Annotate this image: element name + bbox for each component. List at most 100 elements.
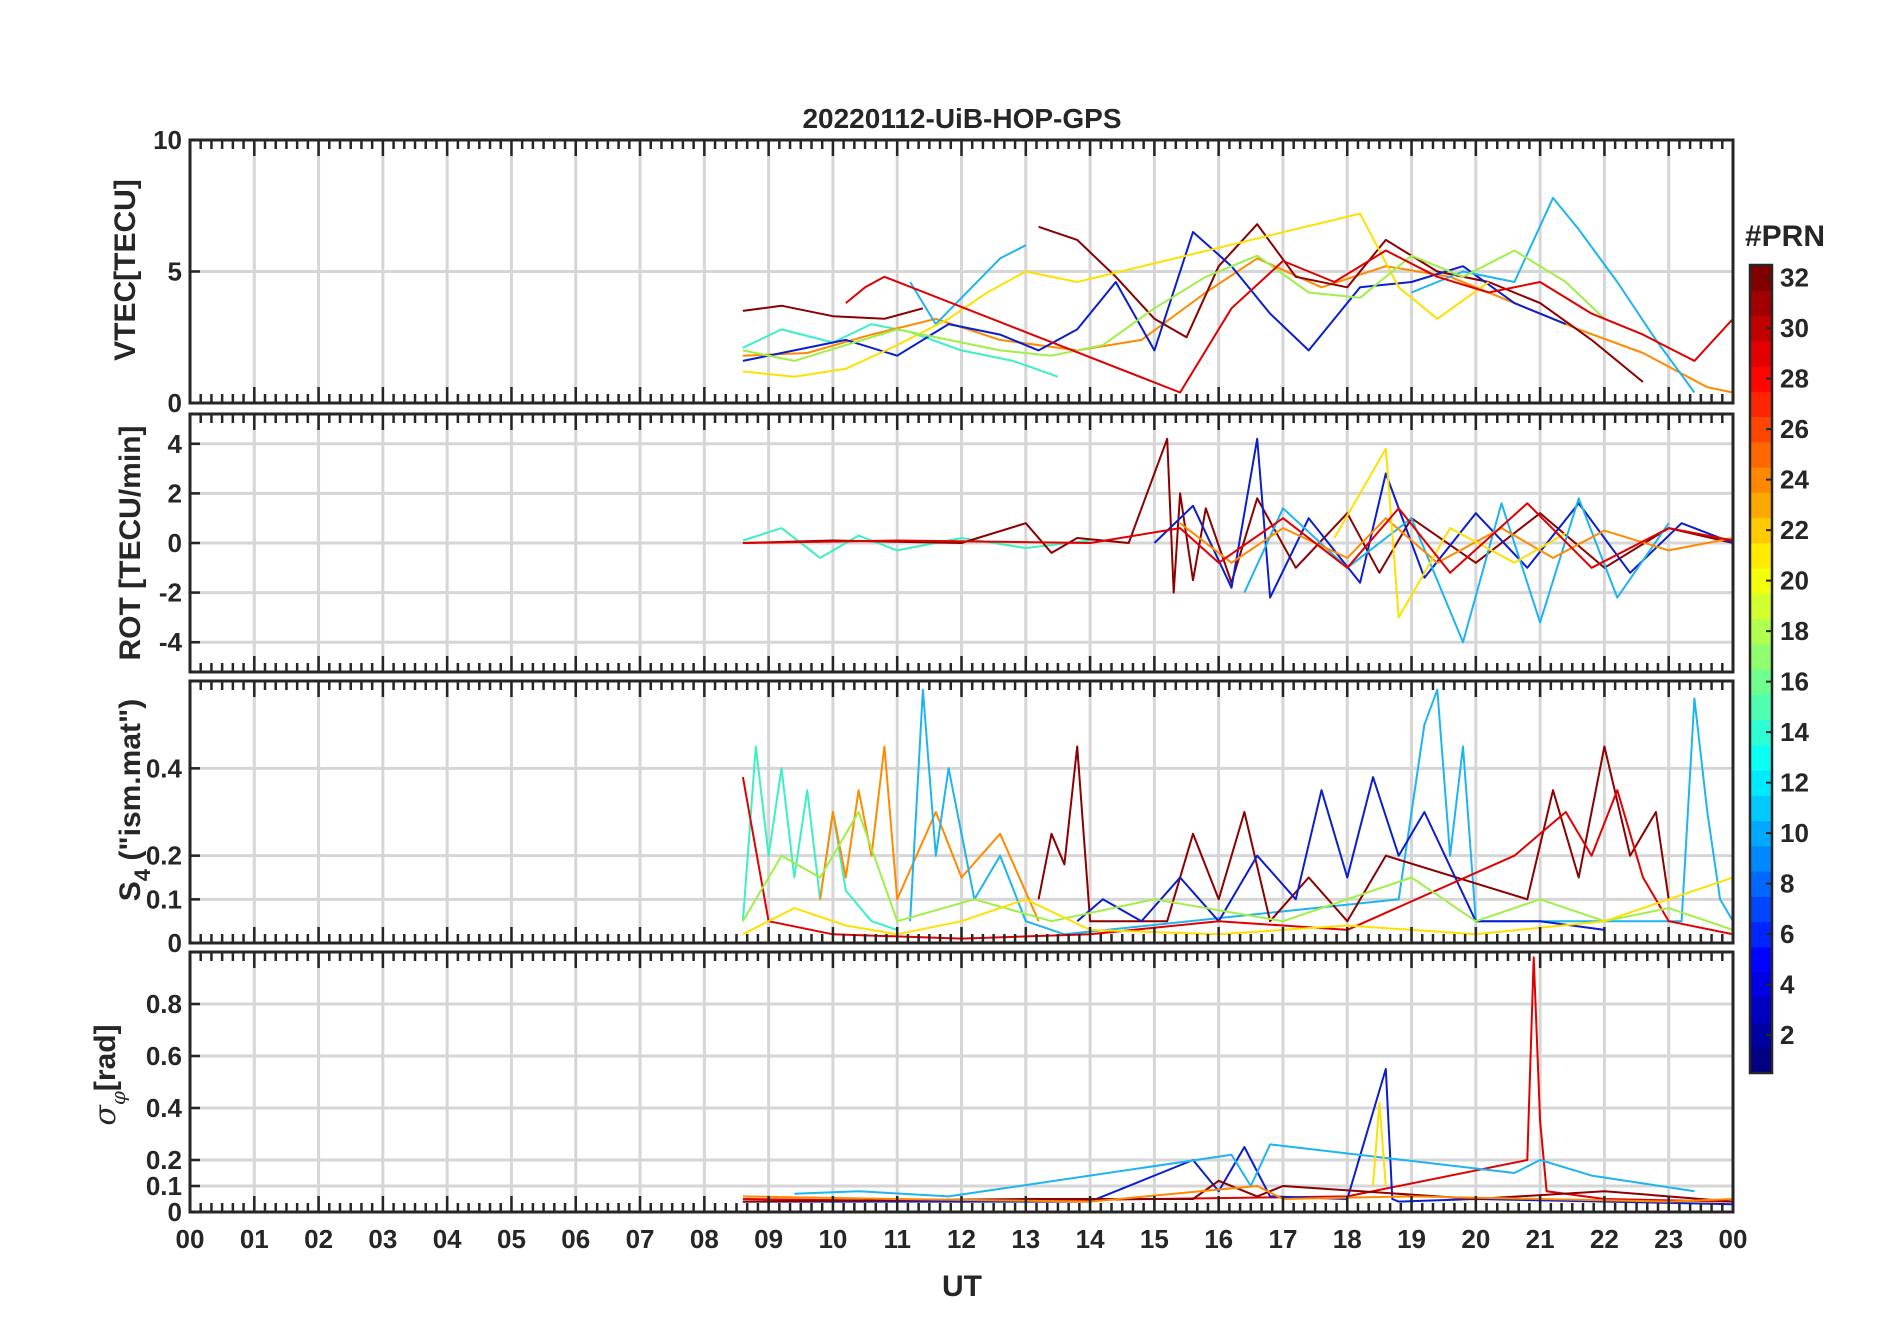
colorbar-segment (1750, 770, 1772, 796)
colorbar-segment (1750, 618, 1772, 645)
x-tick-label: 02 (304, 1224, 333, 1254)
colorbar-segment (1750, 467, 1772, 493)
sigma-phi-series (742, 956, 1733, 1206)
sigma-phi-axis-label: σφ[rad] (88, 1024, 130, 1125)
y-tick-label: 0 (168, 1197, 182, 1227)
y-tick-label: 5 (168, 257, 182, 287)
x-tick-label: 13 (1011, 1224, 1040, 1254)
colorbar-gradient (1748, 263, 1774, 1075)
series-line (794, 1143, 1695, 1198)
colorbar-tick-label: 18 (1780, 616, 1809, 646)
colorbar-segment (1750, 871, 1772, 897)
colorbar-segment (1750, 820, 1772, 847)
rot-axis-label: ROT [TECU/min] (114, 426, 147, 661)
colorbar-segment (1750, 669, 1772, 695)
colorbar-tick-label: 30 (1780, 313, 1809, 343)
series-line (909, 244, 1027, 326)
x-tick-label: 00 (176, 1224, 205, 1254)
colorbar-tick-label: 32 (1780, 263, 1809, 293)
x-tick-label: 06 (561, 1224, 590, 1254)
y-tick-label: 0.8 (146, 989, 182, 1019)
x-tick-label: 18 (1333, 1224, 1362, 1254)
s4-panel: 0 0.1 0.2 0.4 (146, 679, 1735, 958)
colorbar-segment (1750, 643, 1772, 670)
x-tick-label: 15 (1140, 1224, 1169, 1254)
y-tick-label: 0.1 (146, 884, 182, 914)
x-tick-label: 03 (368, 1224, 397, 1254)
y-tick-label: 0.2 (146, 1145, 182, 1175)
colorbar-segment (1750, 441, 1772, 468)
y-tick-label: 4 (168, 429, 183, 459)
series-line (845, 249, 1733, 394)
y-tick-label: 0 (168, 388, 182, 418)
series-line (1153, 437, 1733, 599)
vtec-series (742, 196, 1733, 394)
colorbar-segment (1750, 972, 1772, 998)
series-line (1037, 745, 1670, 923)
x-tick-label: 00 (1719, 1224, 1748, 1254)
x-tick-labels: 00 01 02 03 04 05 06 07 08 09 10 11 12 13 14 15 16 17 18 19… (176, 1224, 1748, 1254)
colorbar-tick-label: 16 (1780, 667, 1809, 697)
series-line (742, 212, 1490, 378)
chart-title: 20220112-UiB-HOP-GPS (802, 103, 1121, 134)
series-line (742, 257, 1733, 394)
colorbar-segment (1750, 265, 1772, 291)
series-line (742, 1179, 1733, 1203)
series-line (1372, 1101, 1387, 1187)
colorbar-tick-label: 12 (1780, 768, 1809, 798)
x-tick-label: 10 (818, 1224, 847, 1254)
x-tick-label: 08 (690, 1224, 719, 1254)
y-tick-label: -4 (159, 627, 183, 657)
x-tick-label: 07 (626, 1224, 655, 1254)
x-tick-label: 01 (240, 1224, 269, 1254)
series-line (1411, 196, 1696, 394)
colorbar-segment (1750, 492, 1772, 519)
colorbar-segment (1750, 568, 1772, 594)
colorbar-segment (1750, 315, 1772, 342)
series-line (742, 304, 924, 320)
series-line (1333, 447, 1567, 619)
axes-frame (188, 950, 1735, 1214)
series-line (742, 502, 1733, 574)
x-tick-label: 04 (433, 1224, 462, 1254)
colorbar-frame (1748, 263, 1774, 1075)
series-line (742, 323, 1059, 378)
series-line (1179, 517, 1733, 564)
x-tick-label: 09 (754, 1224, 783, 1254)
y-tick-label: 0 (168, 928, 182, 958)
colorbar-segment (1750, 391, 1772, 418)
colorbar-segment (1750, 593, 1772, 620)
colorbar-tick-label: 22 (1780, 515, 1809, 545)
colorbar-tick-label: 20 (1780, 566, 1809, 596)
series-line (909, 688, 1733, 936)
x-tick-label: 21 (1526, 1224, 1555, 1254)
colorbar-segment (1750, 896, 1772, 923)
colorbar-label: #PRN (1745, 220, 1825, 253)
y-tick-label: 0 (168, 528, 182, 558)
y-tick-label: -2 (159, 578, 182, 608)
colorbar-segment (1750, 921, 1772, 948)
colorbar-segment (1750, 340, 1772, 367)
colorbar-tick-label: 10 (1780, 818, 1809, 848)
colorbar-segment (1750, 946, 1772, 973)
series-line (819, 745, 1040, 922)
colorbar-segment (1750, 694, 1772, 721)
colorbar-tick-label: 28 (1780, 364, 1809, 394)
sigma-phi-panel: 00.10.2 0.4 0.6 0.8 (146, 950, 1735, 1227)
colorbar-segment (1750, 845, 1772, 872)
series-line (742, 249, 1606, 362)
colorbar-segment (1750, 542, 1772, 569)
series-line (742, 527, 1091, 559)
colorbar-segment (1750, 795, 1772, 822)
colorbar-segment (1750, 744, 1772, 771)
colorbar-segment (1750, 719, 1772, 746)
y-tick-label: 10 (153, 125, 182, 155)
colorbar-segment (1750, 997, 1772, 1024)
y-axis-labels: VTEC[TECU] ROT [TECU/min] S4 ("ism.mat")… (88, 179, 155, 1125)
y-tick-label: 0.4 (146, 753, 183, 783)
y-tick-label: 0.1 (146, 1171, 182, 1201)
x-tick-label: 11 (883, 1224, 911, 1254)
